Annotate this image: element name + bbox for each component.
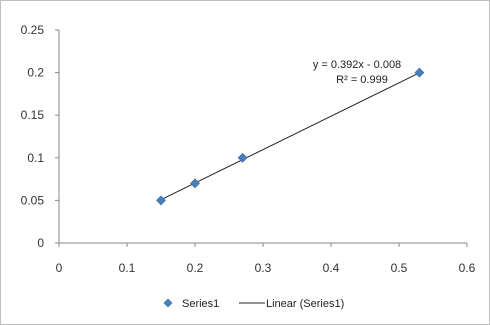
y-tick-label: 0.2 (27, 66, 44, 80)
chart-axes (55, 29, 468, 247)
x-tick-label: 0.3 (255, 261, 272, 275)
trendline-layer (160, 72, 420, 201)
x-tick-label: 0.5 (391, 261, 408, 275)
x-tick-label: 0 (56, 261, 63, 275)
y-tick-label: 0.25 (21, 23, 45, 37)
x-tick-label: 0.6 (459, 261, 476, 275)
legend-series1-label: Series1 (182, 298, 219, 310)
x-tick-label: 0.1 (119, 261, 136, 275)
y-tick-label: 0.1 (27, 151, 44, 165)
legend-series1-marker (163, 298, 173, 308)
series1-data-point (156, 195, 166, 206)
y-tick-label: 0.05 (21, 193, 45, 207)
trendline-r2-label: R² = 0.999 (336, 74, 388, 86)
y-tick-label: 0.15 (21, 108, 45, 122)
x-tick-label: 0.2 (187, 261, 204, 275)
x-tick-labels: 0 0.1 0.2 0.3 0.4 0.5 0.6 (56, 261, 476, 275)
chart-legend: Series1 Linear (Series1) (163, 298, 344, 310)
series1-data-point (237, 152, 248, 163)
legend-trendline-label: Linear (Series1) (266, 298, 344, 310)
data-points (156, 67, 425, 206)
series1-data-point (190, 178, 200, 189)
trendline-equation-label: y = 0.392x - 0.008 (313, 59, 401, 71)
series1-data-point (414, 67, 425, 78)
linear-trendline (160, 72, 420, 201)
y-tick-labels: 0 0.05 0.1 0.15 0.2 0.25 (21, 23, 45, 250)
x-tick-label: 0.4 (323, 261, 340, 275)
y-tick-label: 0 (37, 236, 44, 250)
